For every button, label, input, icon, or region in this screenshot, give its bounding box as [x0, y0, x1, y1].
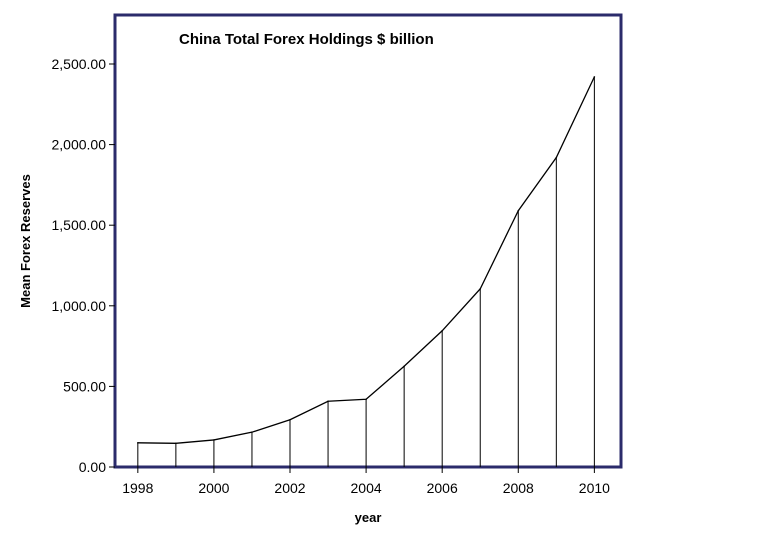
plot-frame: [113, 13, 623, 469]
y-tick-label: 1,000.00: [52, 298, 107, 314]
y-tick-label: 2,500.00: [52, 56, 107, 72]
x-tick-label: 2002: [274, 480, 305, 496]
x-tick-label: 1998: [122, 480, 153, 496]
chart-title: China Total Forex Holdings $ billion: [179, 31, 434, 48]
data-point-2002: [289, 418, 291, 421]
data-point-2008: [517, 209, 520, 212]
y-tick-label: 2,000.00: [52, 137, 107, 153]
data-point-2000: [213, 439, 215, 441]
y-tick-label: 0.00: [79, 459, 106, 475]
data-point-2005: [403, 365, 405, 368]
data-point-1999: [175, 442, 177, 445]
x-tick-label: 2000: [198, 480, 229, 496]
y-axis-title: Mean Forex Reserves: [18, 174, 33, 308]
x-axis-title: year: [355, 510, 382, 525]
x-tick-label: 2006: [427, 480, 458, 496]
data-point-2003: [327, 400, 329, 403]
x-tick-label: 2008: [503, 480, 534, 496]
series-line: [137, 76, 595, 444]
data-point-2010: [593, 76, 596, 78]
data-point-2004: [365, 398, 367, 401]
x-tick-label: 2004: [351, 480, 382, 496]
data-point-2009: [555, 156, 558, 159]
x-tick-label: 2010: [579, 480, 610, 496]
data-point-2001: [251, 431, 253, 433]
data-point-2007: [479, 288, 482, 290]
y-tick-label: 500.00: [63, 378, 106, 394]
data-point-1998: [137, 442, 139, 444]
data-point-2006: [441, 329, 443, 332]
y-tick-label: 1,500.00: [52, 217, 107, 233]
